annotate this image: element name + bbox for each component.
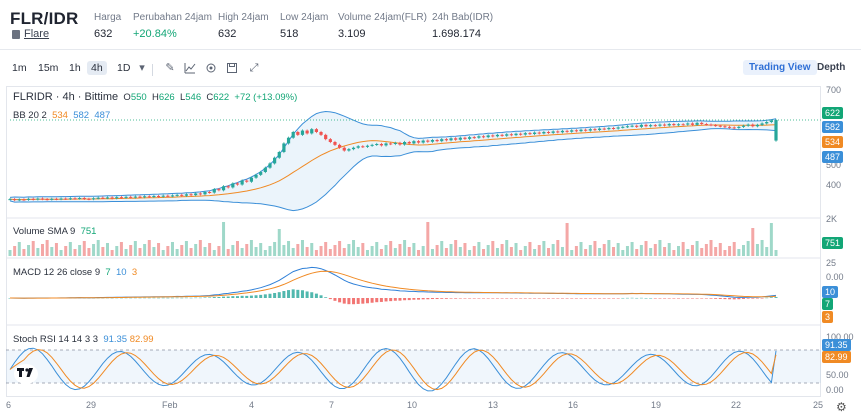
axis-label-50: 50.00 (826, 370, 849, 380)
ohlc-change: +72 (+13.09%) (234, 92, 298, 103)
timeframe-1h[interactable]: 1h (69, 62, 81, 74)
bb-label: BB 20 2 (13, 110, 47, 121)
time-label: 19 (651, 400, 662, 410)
time-label: 25 (813, 400, 824, 410)
volume-label: Volume SMA 9 (13, 226, 76, 237)
volume-value: 751 (80, 226, 97, 237)
stat-label: Harga (94, 12, 122, 23)
stat-value: 632 (218, 28, 237, 40)
chart-area[interactable] (6, 86, 821, 397)
stoch-d-value: 82.99 (129, 334, 154, 345)
stat-low: Low 24jam 518 (280, 12, 328, 40)
stat-value: 632 (94, 28, 113, 40)
time-label: 6 (6, 400, 12, 410)
stat-value: 1.698.174 (432, 28, 481, 40)
macd-label: MACD 12 26 close 9 (13, 267, 101, 278)
axis-label-stoch-zero: 0.00 (826, 385, 844, 395)
ohlc-open: 550 (130, 92, 147, 103)
timeframe-1m[interactable]: 1m (12, 62, 27, 74)
time-label: Feb (162, 400, 178, 410)
chevron-down-icon[interactable]: ▾ (139, 62, 145, 74)
depth-button[interactable]: Depth (817, 62, 846, 73)
indicators-icon[interactable] (205, 62, 217, 74)
stoch-k-value: 91.35 (103, 334, 128, 345)
ohlc-close-label: C (206, 92, 214, 103)
time-label: 7 (329, 400, 335, 410)
axis-label-2k: 2K (826, 214, 838, 224)
bb-legend: BB 20 2 534 582 487 (13, 110, 110, 121)
stat-value: +20.84% (133, 28, 177, 40)
gear-icon[interactable]: ⚙ (836, 400, 847, 414)
stoch-legend: Stoch RSI 14 14 3 3 91.35 82.99 (13, 334, 154, 345)
stat-label: Low 24jam (280, 12, 329, 23)
stat-high: High 24jam 632 (218, 12, 269, 40)
toolbar-divider (152, 64, 153, 76)
tradingview-logo-icon (14, 364, 38, 384)
bb-upper-tag: 582 (822, 121, 844, 133)
symbol-title: FLRIDR · 4h · Bittime (13, 91, 119, 103)
axis-label-macd-zero: 0.00 (826, 272, 844, 282)
stat-price: Harga 632 (94, 12, 121, 40)
main-legend: FLRIDR · 4h · Bittime O550 H626 L546 C62… (13, 91, 297, 103)
stat-label: Perubahan 24jam (133, 12, 212, 23)
line-chart-icon[interactable] (184, 62, 196, 74)
stoch-d-tag: 82.99 (822, 351, 851, 363)
trading-view-button[interactable]: Trading View (743, 60, 817, 75)
time-label: 4 (249, 400, 255, 410)
stat-label: High 24jam (218, 12, 269, 23)
macd-signal-value: 3 (131, 267, 138, 278)
ticker-bar: FLR/IDR Flare Harga 632 Perubahan 24jam … (0, 0, 861, 50)
stat-volume: Volume 24jam(FLR) 3.109 (338, 12, 427, 40)
stat-volume-idr: 24h Bab(IDR) 1.698.174 (432, 12, 493, 40)
macd-hist-value: 7 (105, 267, 111, 278)
bb-lower-tag: 487 (822, 151, 844, 163)
timeframe-1d[interactable]: 1D (117, 62, 131, 74)
bb-upper-value: 582 (73, 110, 90, 121)
axis-label-700: 700 (826, 85, 842, 95)
axis-label-25: 25 (826, 258, 837, 268)
axis-label-500: 500 (826, 160, 842, 170)
macd-tag: 10 (822, 286, 839, 298)
last-price-tag: 622 (822, 107, 844, 119)
time-label: 16 (568, 400, 579, 410)
hist-tag: 7 (822, 298, 834, 310)
timeframe-15m[interactable]: 15m (38, 62, 59, 74)
time-label: 22 (731, 400, 742, 410)
bb-basis-value: 534 (52, 110, 68, 121)
ohlc-low: 546 (185, 92, 202, 103)
macd-legend: MACD 12 26 close 9 7 10 3 (13, 267, 137, 278)
stat-change: Perubahan 24jam +20.84% (133, 12, 212, 40)
macd-line-value: 10 (115, 267, 127, 278)
ohlc-high-label: H (151, 92, 159, 103)
axis-label-400: 400 (826, 180, 842, 190)
signal-tag: 3 (822, 311, 834, 323)
stat-label: 24h Bab(IDR) (432, 12, 494, 23)
fullscreen-icon[interactable]: ⤢ (249, 62, 259, 74)
time-label: 10 (407, 400, 418, 410)
time-label: 29 (86, 400, 97, 410)
save-icon[interactable] (226, 62, 238, 74)
time-label: 13 (488, 400, 499, 410)
pair-title: FLR/IDR (10, 9, 79, 28)
ohlc-open-label: O (123, 92, 131, 103)
bb-lower-value: 487 (94, 110, 111, 121)
volume-legend: Volume SMA 9 751 (13, 226, 96, 237)
stoch-label: Stoch RSI 14 14 3 3 (13, 334, 99, 345)
volume-tag: 751 (822, 237, 844, 249)
stat-value: 518 (280, 28, 299, 40)
stoch-k-tag: 91.35 (822, 339, 851, 351)
stat-value: 3.109 (338, 28, 366, 40)
timeframe-4h[interactable]: 4h (87, 61, 107, 75)
ohlc-close: 622 (213, 92, 230, 103)
bb-basis-tag: 534 (822, 136, 844, 148)
coin-icon (12, 30, 20, 39)
ohlc-high: 626 (158, 92, 175, 103)
axis-label-100: 100.00 (826, 332, 854, 342)
chart-toolbar: 1m 15m 1h 4h 1D ▾ ✎ ⤢ Trading View Depth (0, 58, 861, 80)
ohlc-low-label: L (179, 92, 186, 103)
stat-label: Volume 24jam(FLR) (338, 12, 427, 23)
pencil-icon[interactable]: ✎ (165, 62, 175, 74)
coin-name-link[interactable]: Flare (24, 28, 50, 40)
